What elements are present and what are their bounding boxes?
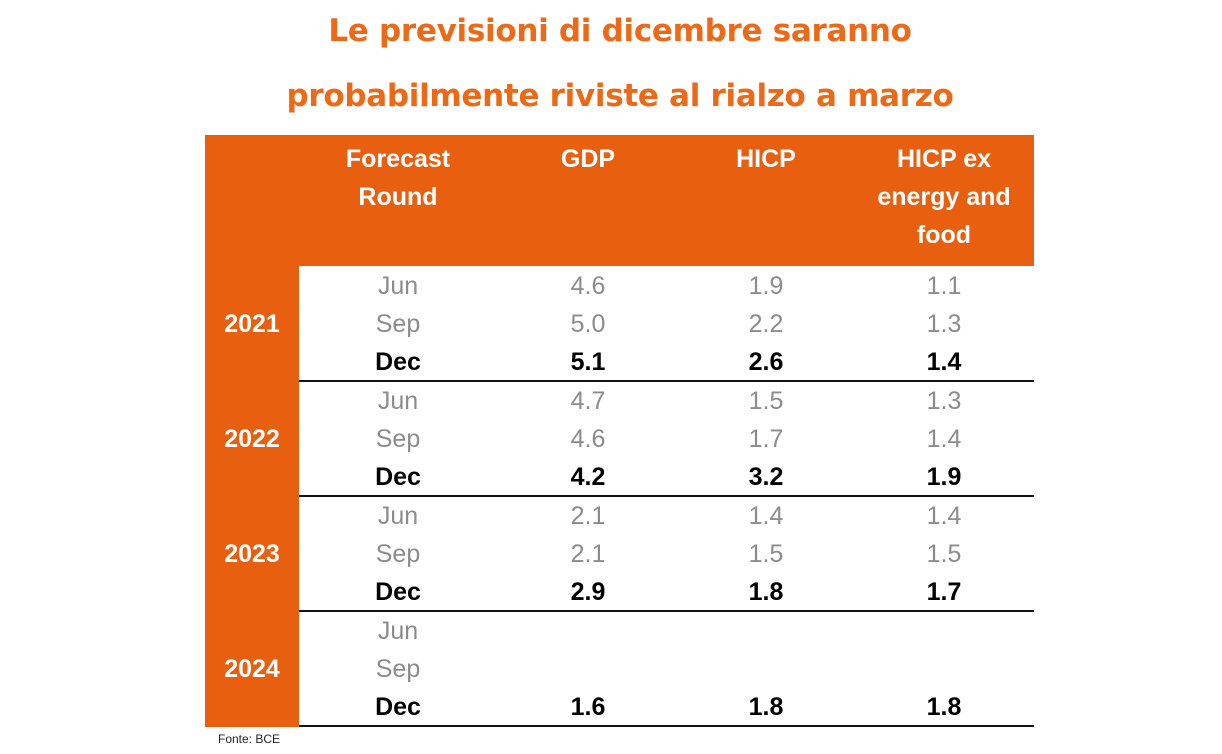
table-row: Dec 4.2 3.2 1.9: [299, 458, 1034, 496]
round-cell: Dec: [375, 578, 421, 606]
year-cell: 2021: [205, 266, 299, 382]
gdp-cell: 4.7: [570, 387, 606, 415]
header-hicp-ex-line: energy and: [877, 183, 1011, 211]
gdp-cell: 4.6: [570, 425, 606, 453]
year-cell: 2023: [205, 496, 299, 612]
gdp-cell: 4.6: [570, 272, 606, 300]
table-row: Sep 2.1 1.5 1.5: [299, 535, 1034, 573]
hicp-ex-cell: 1.3: [926, 387, 962, 415]
hicp-ex-cell: 1.4: [926, 502, 962, 530]
hicp-cell: 1.8: [748, 578, 784, 606]
table-row: Dec 5.1 2.6 1.4: [299, 343, 1034, 381]
year-cell: 2022: [205, 381, 299, 497]
hicp-cell: [726, 612, 806, 650]
hicp-cell: 1.5: [748, 387, 784, 415]
table-row: Jun 4.7 1.5 1.3: [299, 382, 1034, 420]
round-cell: Dec: [375, 348, 421, 376]
header-gdp: GDP: [538, 140, 638, 178]
hicp-cell: 2.2: [748, 310, 784, 338]
hicp-cell: 1.8: [748, 693, 784, 721]
chart-title-line-1: Le previsioni di dicembre saranno: [328, 13, 912, 49]
year-group-2023: 2023 Jun 2.1 1.4 1.4 Sep 2.1 1.5 1.5 Dec…: [205, 496, 1034, 612]
year-group-2021: 2021 Jun 4.6 1.9 1.1 Sep 5.0 2.2 1.3 Dec…: [205, 266, 1034, 382]
hicp-cell: 1.4: [748, 502, 784, 530]
header-forecast-round-line: Forecast: [345, 145, 451, 173]
hicp-ex-cell: 1.4: [926, 348, 962, 376]
header-gdp-label: GDP: [560, 145, 616, 173]
hicp-ex-cell: 1.4: [926, 425, 962, 453]
hicp-ex-cell: 1.1: [926, 272, 962, 300]
chart-title-line-2: probabilmente riviste al rialzo a marzo: [286, 78, 954, 114]
table-row: Sep 4.6 1.7 1.4: [299, 420, 1034, 458]
round-cell: Jun: [377, 387, 419, 415]
hicp-ex-cell: 1.9: [926, 463, 962, 491]
round-cell: Sep: [375, 655, 421, 683]
header-forecast-round-line: Round: [358, 183, 438, 211]
table-row: Jun: [299, 612, 1034, 650]
hicp-cell: 1.5: [748, 540, 784, 568]
header-hicp-ex-line: food: [916, 221, 972, 249]
hicp-cell: 1.7: [748, 425, 784, 453]
header-hicp-ex: HICP ex energy and food: [864, 140, 1024, 254]
gdp-cell: 1.6: [570, 693, 606, 721]
table-row: Sep: [299, 650, 1034, 688]
year-cell: 2024: [205, 611, 299, 727]
gdp-cell: 2.9: [570, 578, 606, 606]
header-hicp: HICP: [716, 140, 816, 178]
round-cell: Dec: [375, 463, 421, 491]
hicp-cell: [726, 650, 806, 688]
hicp-ex-cell: 1.7: [926, 578, 962, 606]
header-forecast-round: Forecast Round: [323, 140, 473, 216]
gdp-cell: 2.1: [570, 540, 606, 568]
header-hicp-label: HICP: [736, 145, 796, 173]
hicp-ex-cell: 1.8: [926, 693, 962, 721]
gdp-cell: 5.0: [570, 310, 606, 338]
source-note: Fonte: BCE: [218, 732, 281, 746]
round-cell: Jun: [377, 272, 419, 300]
gdp-cell: [548, 612, 628, 650]
gdp-cell: 5.1: [570, 348, 606, 376]
gdp-cell: 4.2: [570, 463, 606, 491]
hicp-ex-cell: 1.5: [926, 540, 962, 568]
hicp-cell: 1.9: [748, 272, 784, 300]
round-cell: Sep: [375, 425, 421, 453]
year-group-2022: 2022 Jun 4.7 1.5 1.3 Sep 4.6 1.7 1.4 Dec…: [205, 381, 1034, 497]
year-group-2024: 2024 Jun Sep Dec 1.6 1.8 1.8: [205, 611, 1034, 727]
header-hicp-ex-line: HICP ex: [896, 145, 992, 173]
table-row: Jun 2.1 1.4 1.4: [299, 497, 1034, 535]
table-header: Forecast Round GDP HICP HICP ex energy a…: [205, 135, 1034, 266]
hicp-ex-cell: 1.3: [926, 310, 962, 338]
table-row: Dec 2.9 1.8 1.7: [299, 573, 1034, 611]
table-row: Sep 5.0 2.2 1.3: [299, 305, 1034, 343]
table-row: Jun 4.6 1.9 1.1: [299, 267, 1034, 305]
round-cell: Jun: [377, 502, 419, 530]
hicp-cell: 2.6: [748, 348, 784, 376]
hicp-ex-cell: [904, 612, 984, 650]
hicp-ex-cell: [904, 650, 984, 688]
gdp-cell: [548, 650, 628, 688]
round-cell: Jun: [377, 617, 419, 645]
hicp-cell: 3.2: [748, 463, 784, 491]
round-cell: Sep: [375, 310, 421, 338]
table-row: Dec 1.6 1.8 1.8: [299, 688, 1034, 726]
gdp-cell: 2.1: [570, 502, 606, 530]
round-cell: Dec: [375, 693, 421, 721]
round-cell: Sep: [375, 540, 421, 568]
